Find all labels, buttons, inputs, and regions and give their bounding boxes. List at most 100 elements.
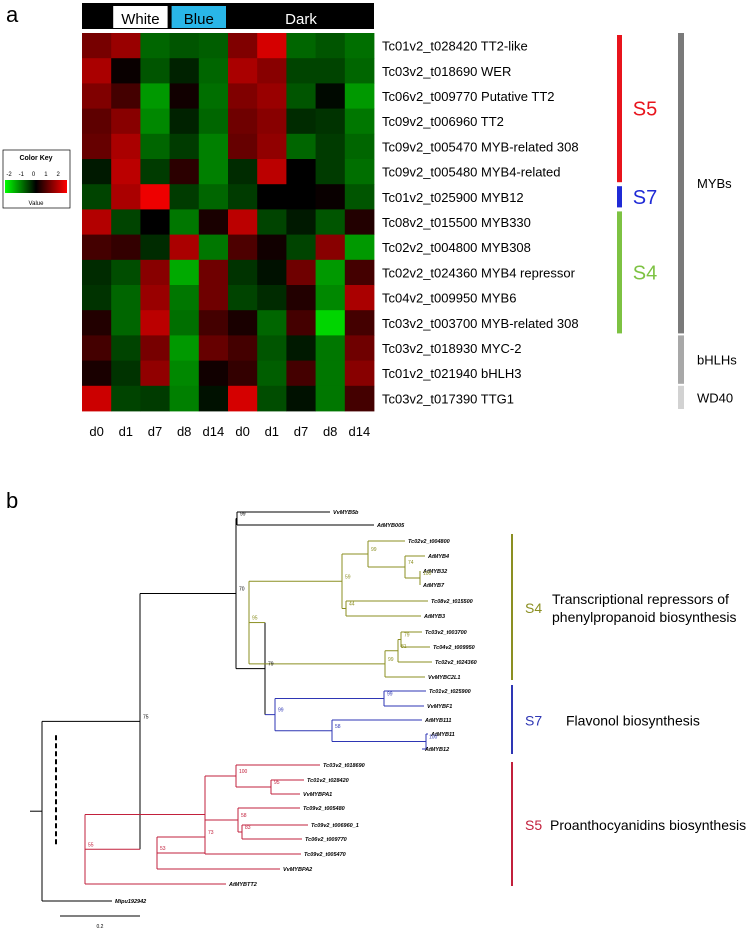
heat-cell xyxy=(169,184,200,210)
leaf-label: Tc01v2_t025900 xyxy=(429,689,471,695)
heat-cell xyxy=(169,133,200,160)
heat-cell xyxy=(228,360,258,387)
family-brackets: MYBs bHLHs WD40 xyxy=(678,33,737,409)
heat-cell xyxy=(286,58,316,84)
heat-cell xyxy=(228,285,258,311)
row-label: Tc03v2_t018930 MYC-2 xyxy=(382,341,521,356)
heat-cell xyxy=(198,310,229,336)
leaf-label: AtMYB11 xyxy=(430,732,455,738)
heat-cell xyxy=(344,184,375,210)
heat-cell xyxy=(169,108,200,135)
leaf-label: AtMYB12 xyxy=(424,747,449,753)
bootstrap-value: 70 xyxy=(239,587,245,593)
heat-cell xyxy=(286,184,316,210)
color-key: Color Key -2 -1 0 1 2 Value xyxy=(2,149,71,209)
heat-cell xyxy=(111,234,141,261)
bootstrap-value: 83 xyxy=(245,825,251,831)
heat-cell xyxy=(257,234,287,261)
heat-cell xyxy=(198,234,229,261)
heat-cell xyxy=(257,259,287,286)
heat-cell xyxy=(198,58,229,84)
subgroup-label: S7 xyxy=(633,187,657,209)
bootstrap-value: 95 xyxy=(274,780,280,786)
heat-cell xyxy=(228,209,258,235)
row-label: Tc04v2_t009950 MYB6 xyxy=(382,291,516,306)
heat-cell xyxy=(286,335,316,361)
heat-cell xyxy=(111,184,141,210)
clade-label: S5 xyxy=(525,817,542,833)
heat-cell xyxy=(82,285,112,311)
subgroup-label: S5 xyxy=(633,99,657,121)
leaf-label: VvMYBC2L1 xyxy=(428,675,460,681)
heat-cell xyxy=(344,133,375,160)
heat-cell xyxy=(82,58,112,84)
heat-cell xyxy=(140,58,170,84)
phylogenetic-tree xyxy=(30,511,432,902)
heat-cell xyxy=(140,133,170,160)
leaf-label: VvMYB5b xyxy=(333,510,359,516)
heat-cell xyxy=(344,310,375,336)
heat-cell xyxy=(82,184,112,210)
subgroup-brackets: S5 S7 S4 xyxy=(617,35,657,334)
heat-cell xyxy=(257,285,287,311)
heat-cell xyxy=(140,259,170,286)
heat-cell xyxy=(286,385,316,412)
heat-cell xyxy=(228,234,258,261)
row-label: Tc09v2_t005480 MYB4-related xyxy=(382,165,561,180)
column-label: d7 xyxy=(294,424,308,439)
heat-cell xyxy=(140,108,170,135)
leaf-label: Tc02v2_t004800 xyxy=(408,539,450,545)
heat-cell xyxy=(140,234,170,261)
heat-cell xyxy=(140,285,170,311)
color-key-title: Color Key xyxy=(19,155,52,162)
heat-cell xyxy=(140,360,170,387)
heat-cell xyxy=(198,159,229,185)
heat-cell xyxy=(257,310,287,336)
heat-cell xyxy=(228,259,258,286)
heat-cell xyxy=(286,159,316,185)
heat-cell xyxy=(315,159,346,185)
heat-cell xyxy=(198,360,229,387)
heat-cell xyxy=(257,83,287,109)
heat-cell xyxy=(315,310,346,336)
family-label: WD40 xyxy=(697,390,733,405)
bootstrap-value: 55 xyxy=(88,842,94,848)
heat-cell xyxy=(344,83,375,109)
bootstrap-value: 58 xyxy=(241,813,247,819)
heat-cell xyxy=(111,83,141,109)
heat-cell xyxy=(140,310,170,336)
color-key-tick: -1 xyxy=(19,172,25,178)
leaf-label: Tc08v2_t015500 xyxy=(431,599,473,605)
condition-label: Blue xyxy=(184,11,214,28)
clade-description: Transcriptional repressors of xyxy=(552,591,729,607)
color-key-gradient xyxy=(5,180,67,193)
heat-cell xyxy=(111,335,141,361)
bootstrap-value: 58 xyxy=(335,724,341,730)
column-label: d8 xyxy=(177,424,191,439)
heat-cell xyxy=(82,209,112,235)
heat-cell xyxy=(198,184,229,210)
heat-cell xyxy=(111,108,141,135)
heat-cell xyxy=(257,159,287,185)
bootstrap-value: 100 xyxy=(429,735,438,741)
bootstrap-value: 99 xyxy=(371,547,377,553)
heat-cell xyxy=(82,259,112,286)
heat-cell xyxy=(344,33,375,59)
heat-cell xyxy=(140,385,170,412)
heat-cell xyxy=(344,234,375,261)
heat-cell xyxy=(82,234,112,261)
heat-cell xyxy=(111,259,141,286)
heat-cell xyxy=(82,108,112,135)
leaf-label: VvMYBPA2 xyxy=(283,867,312,873)
heat-cell xyxy=(169,33,200,59)
heat-cell xyxy=(198,108,229,135)
leaf-label: AtMYB32 xyxy=(422,569,447,575)
heat-cell xyxy=(169,83,200,109)
heat-cell xyxy=(286,209,316,235)
leaf-label: AtMYBTT2 xyxy=(228,882,257,888)
heat-cell xyxy=(82,133,112,160)
clade-annotations: S4 Transcriptional repressors of phenylpro… xyxy=(511,534,746,886)
clade-label: S7 xyxy=(525,713,542,729)
heat-cell xyxy=(198,133,229,160)
leaf-label: Tc01v2_t028420 xyxy=(307,778,349,784)
